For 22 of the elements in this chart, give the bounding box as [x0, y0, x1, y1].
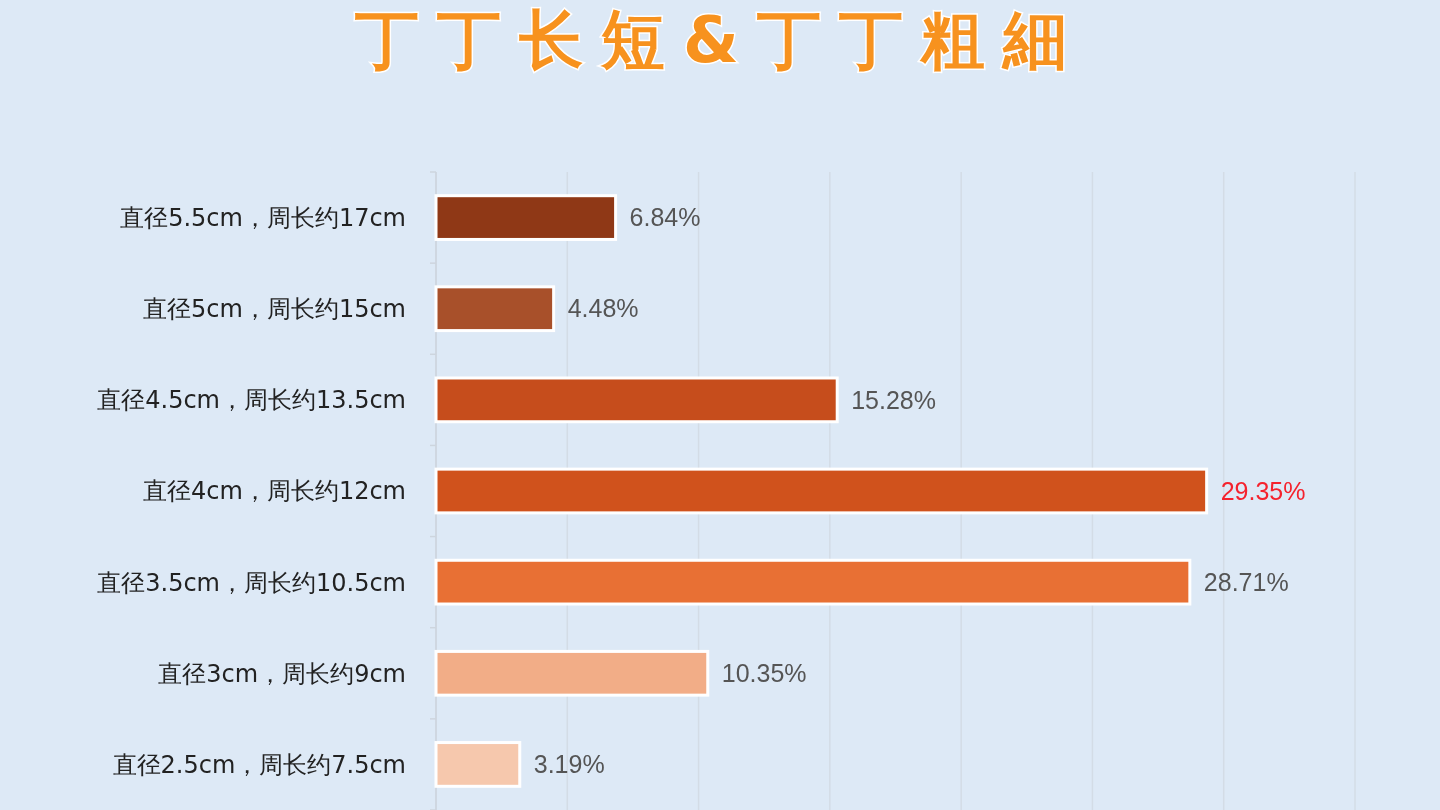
bar	[434, 285, 556, 333]
chart-title: 丁丁长短&丁丁粗細	[355, 3, 1085, 77]
data-label: 4.48%	[567, 294, 639, 323]
data-label: 10.35%	[721, 659, 807, 688]
bar	[434, 558, 1192, 606]
data-label: 15.28%	[851, 385, 937, 414]
y-tick-label: 直径3cm，周长约9cm	[158, 659, 406, 688]
bar	[434, 467, 1209, 515]
bar	[434, 376, 839, 424]
y-tick-label: 直径4.5cm，周长约13.5cm	[97, 386, 406, 415]
y-tick-label: 直径4cm，周长约12cm	[143, 477, 406, 506]
y-tick-label: 直径5.5cm，周长约17cm	[120, 203, 406, 232]
y-tick-label: 直径3.5cm，周长约10.5cm	[97, 568, 406, 597]
bar	[434, 741, 522, 788]
y-tick-label: 直径5cm，周长约15cm	[143, 295, 406, 324]
data-label: 3.19%	[533, 750, 605, 779]
data-label: 28.71%	[1203, 567, 1289, 596]
y-tick-label: 直径2.5cm，周长约7.5cm	[112, 750, 406, 779]
data-label: 6.84%	[629, 203, 701, 232]
bar	[434, 649, 710, 697]
bar	[434, 194, 618, 241]
data-label: 29.35%	[1220, 476, 1306, 505]
